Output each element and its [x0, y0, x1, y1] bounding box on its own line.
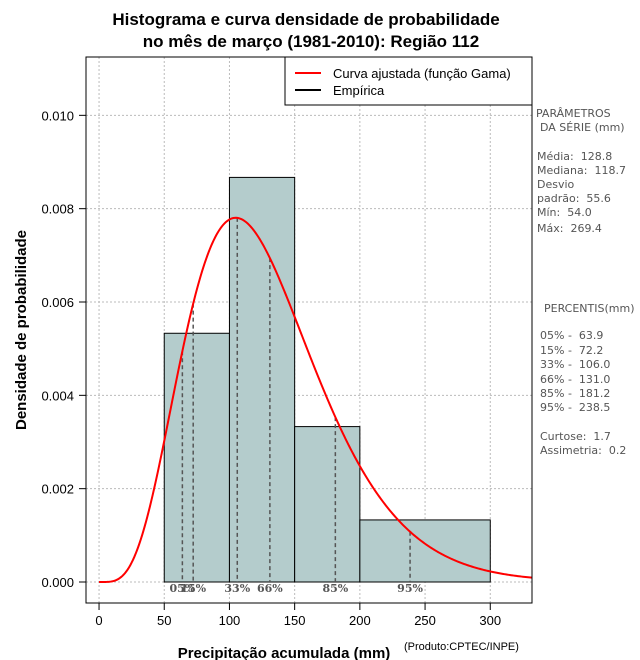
- chart-title-line-1: Histograma e curva densidade de probabil…: [112, 10, 499, 29]
- x-tick-label-1: 50: [157, 613, 171, 628]
- percentile-85: 85% - 181.2: [540, 387, 611, 400]
- histogram-bars: [163, 176, 491, 583]
- percentile-label-95: 95%: [397, 582, 423, 595]
- percentile-label-05: 05%: [169, 582, 195, 595]
- stat-mediana: Mediana: 118.7: [537, 164, 626, 177]
- fitted-gamma-curve: [99, 216, 533, 583]
- chart-title-line-2: no mês de março (1981-2010): Região 112: [143, 32, 479, 51]
- y-tick-label-2: 0.004: [41, 388, 74, 403]
- stat-curtose: Curtose: 1.7: [540, 430, 611, 443]
- histogram-bar-3: [359, 519, 491, 583]
- x-axis-label: Precipitação acumulada (mm): [178, 645, 391, 660]
- stat-min: Mín: 54.0: [537, 206, 592, 219]
- y-tick-label-1: 0.002: [41, 482, 74, 497]
- y-axis: 0.000 0.002 0.004 0.006 0.008 0.010: [41, 108, 87, 590]
- legend: Curva ajustada (função Gama) Empírica: [284, 56, 533, 106]
- legend-label-curve: Curva ajustada (função Gama): [333, 66, 511, 81]
- percentile-labels: 05%15% 33% 66% 85% 95%: [169, 582, 423, 595]
- percentile-95: 95% - 238.5: [540, 401, 611, 414]
- x-tick-label-5: 250: [414, 613, 436, 628]
- stat-assimetria: Assimetria: 0.2: [540, 444, 627, 457]
- x-tick-label-0: 0: [95, 613, 102, 628]
- x-axis: 0 50 100 150 200 250 300: [95, 602, 501, 628]
- stat-desvio: Desvio: [537, 178, 575, 191]
- percentile-label-33: 33%: [224, 582, 250, 595]
- percentile-label-15: 15%: [180, 582, 206, 595]
- legend-box: [284, 56, 533, 106]
- y-tick-label-0: 0.000: [41, 575, 74, 590]
- percentile-label-85: 85%: [322, 582, 348, 595]
- percentile-05: 05% - 63.9: [540, 329, 604, 342]
- y-axis-label: Densidade de probabilidade: [13, 230, 30, 430]
- histogram-bar-0: [163, 332, 230, 583]
- percentile-33: 33% - 106.0: [540, 358, 611, 371]
- x-tick-label-6: 300: [479, 613, 501, 628]
- percentile-15: 15% - 72.2: [540, 344, 604, 357]
- histogram-bar-2: [294, 426, 361, 583]
- x-tick-label-2: 100: [219, 613, 241, 628]
- histogram-bar-1: [228, 176, 296, 583]
- x-tick-label-3: 150: [284, 613, 306, 628]
- stat-media: Média: 128.8: [537, 150, 613, 163]
- x-tick-label-4: 200: [349, 613, 371, 628]
- params-subtitle: DA SÉRIE (mm): [540, 121, 625, 134]
- percentile-label-66: 66%: [257, 582, 283, 595]
- y-tick-label-5: 0.010: [41, 108, 74, 123]
- stat-max: Máx: 269.4: [537, 222, 602, 235]
- percentis-title: PERCENTIS(mm): [544, 302, 635, 315]
- percentile-lines: [181, 217, 411, 582]
- product-credit: (Produto:CPTEC/INPE): [404, 641, 519, 653]
- y-tick-label-3: 0.006: [41, 295, 74, 310]
- stat-padrao: padrão: 55.6: [537, 192, 611, 205]
- params-title: PARÂMETROS: [536, 107, 611, 120]
- percentile-66: 66% - 131.0: [540, 373, 611, 386]
- y-tick-label-4: 0.008: [41, 202, 74, 217]
- legend-label-empirical: Empírica: [333, 83, 385, 98]
